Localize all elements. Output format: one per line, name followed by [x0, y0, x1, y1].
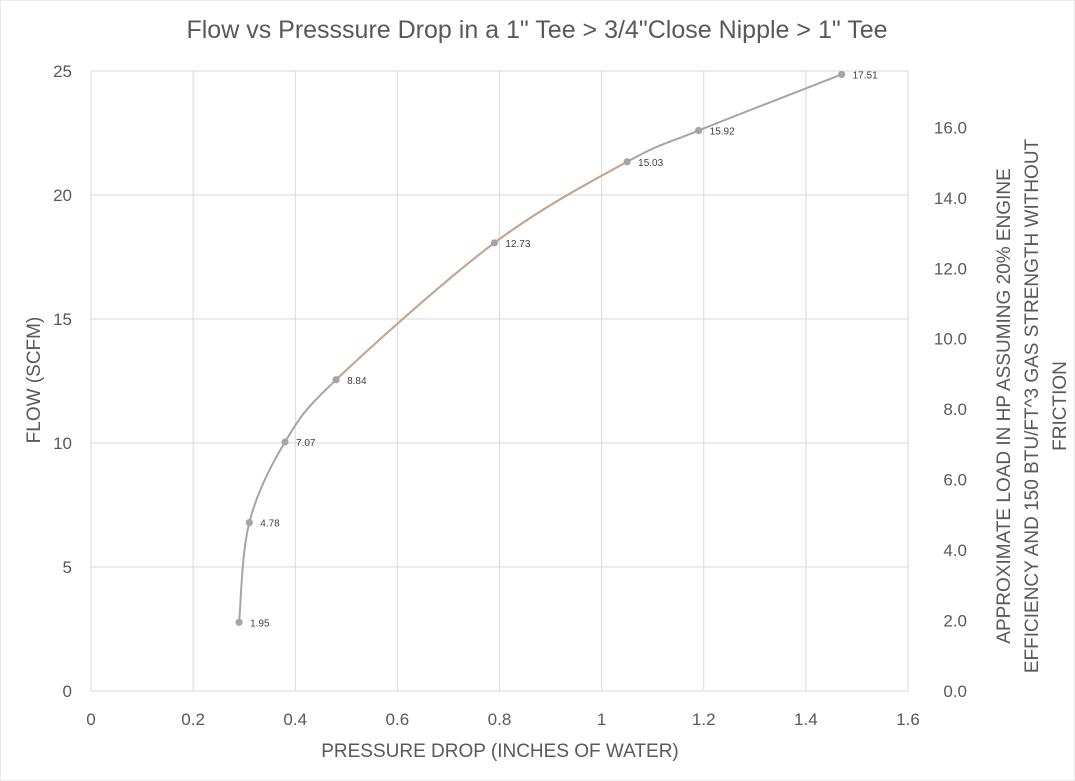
data-point [490, 239, 498, 247]
y2-tick-label: 6.0 [943, 471, 967, 490]
x-axis-title: PRESSURE DROP (INCHES OF WATER) [321, 741, 679, 762]
y2-axis-title: APPROXIMATE LOAD IN HP ASSUMING 20% ENGI… [994, 138, 1071, 673]
data-point [281, 438, 289, 446]
data-point [623, 158, 631, 166]
y2-axis-title-line3: FRICTION [1050, 361, 1071, 451]
y2-axis-title-line1: APPROXIMATE LOAD IN HP ASSUMING 20% ENGI… [994, 168, 1015, 643]
data-label: 7.07 [296, 438, 316, 449]
data-label: 8.84 [347, 376, 367, 387]
data-point [235, 618, 243, 626]
data-point [695, 126, 703, 135]
y2-tick-label: 14.0 [934, 189, 967, 208]
data-point [838, 70, 846, 79]
y-tick-label: 0 [63, 682, 72, 701]
x-tick-label: 1 [597, 710, 606, 729]
y2-tick-label: 2.0 [943, 612, 967, 631]
series [235, 70, 846, 626]
y2-tick-label: 0.0 [943, 682, 967, 701]
x-tick-label: 0.8 [488, 710, 512, 729]
data-point [245, 519, 253, 527]
y-tick-label: 10 [53, 434, 72, 453]
grid [90, 70, 909, 692]
x-tick-label: 0.2 [181, 710, 205, 729]
y2-tick-label: 4.0 [943, 541, 967, 560]
y-axis-title: FLOW (SCFM) [24, 317, 45, 444]
y-tick-label: 15 [53, 310, 72, 329]
y-tick-label: 25 [53, 62, 72, 81]
x-tick-label: 1.2 [692, 710, 716, 729]
chart-title: Flow vs Presssure Drop in a 1" Tee > 3/4… [186, 16, 887, 44]
data-label: 15.92 [710, 127, 735, 138]
axes: 0 0.2 0.4 0.6 0.8 1 1.2 1.4 1.6 0 5 10 15 20 25 0.0 2.0 4… [53, 62, 967, 729]
data-point [332, 376, 340, 384]
y-tick-label: 20 [53, 186, 72, 205]
data-label: 1.95 [250, 618, 270, 629]
data-labels: 1.95 4.78 7.07 8.84 12.73 15.03 15.92 17.51 [250, 70, 878, 629]
x-tick-label: 0.4 [283, 710, 307, 729]
data-label: 4.78 [260, 519, 280, 530]
data-label: 17.51 [853, 70, 878, 81]
y2-tick-label: 12.0 [934, 259, 967, 278]
y2-tick-label: 10.0 [934, 330, 967, 349]
x-tick-label: 0.6 [386, 710, 410, 729]
data-label: 15.03 [638, 158, 663, 169]
y-tick-label: 5 [63, 558, 72, 577]
y2-tick-label: 8.0 [943, 400, 967, 419]
x-tick-label: 1.6 [896, 710, 920, 729]
x-tick-label: 1.4 [794, 710, 818, 729]
x-tick-label: 0 [86, 710, 95, 729]
y2-tick-label: 16.0 [934, 118, 967, 137]
y2-axis-title-line2: EFFICIENCY AND 150 BTU/FT^3 GAS STRENGTH… [1022, 138, 1043, 673]
data-label: 12.73 [505, 239, 530, 250]
